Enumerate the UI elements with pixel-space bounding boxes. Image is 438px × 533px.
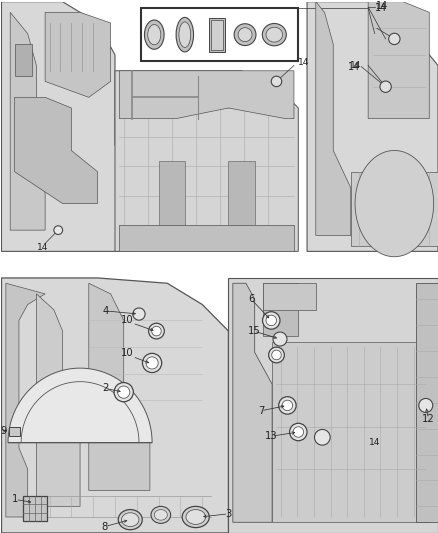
Polygon shape: [351, 172, 438, 246]
Circle shape: [419, 399, 433, 413]
Polygon shape: [159, 161, 185, 225]
Bar: [209, 18, 226, 52]
Polygon shape: [1, 2, 132, 252]
Text: 9: 9: [0, 426, 7, 436]
Polygon shape: [307, 2, 438, 252]
Polygon shape: [233, 283, 272, 522]
Polygon shape: [229, 278, 438, 533]
Ellipse shape: [154, 510, 167, 520]
Text: 14: 14: [298, 58, 310, 67]
Bar: [141, 8, 298, 61]
Ellipse shape: [266, 27, 283, 42]
Text: 14: 14: [369, 438, 380, 447]
Text: 2: 2: [102, 383, 109, 393]
Ellipse shape: [145, 20, 164, 49]
Text: 3: 3: [225, 509, 232, 519]
Bar: [9, 427, 20, 436]
Text: 14: 14: [376, 1, 388, 11]
Ellipse shape: [179, 22, 191, 47]
Bar: [211, 20, 223, 50]
Ellipse shape: [121, 513, 139, 527]
Text: 12: 12: [422, 414, 435, 424]
Text: 6: 6: [248, 294, 254, 304]
Text: 10: 10: [121, 316, 134, 326]
Circle shape: [266, 315, 276, 326]
Polygon shape: [119, 225, 294, 252]
Polygon shape: [416, 283, 438, 522]
Text: 14: 14: [350, 61, 362, 70]
Polygon shape: [1, 278, 229, 533]
Circle shape: [293, 427, 304, 437]
Polygon shape: [316, 2, 351, 236]
Text: 1: 1: [12, 495, 19, 504]
Circle shape: [146, 357, 158, 369]
Polygon shape: [115, 71, 298, 252]
Polygon shape: [45, 12, 111, 98]
Text: 14: 14: [374, 3, 387, 13]
Polygon shape: [263, 283, 316, 310]
Circle shape: [262, 312, 280, 329]
Circle shape: [238, 28, 252, 42]
Circle shape: [133, 308, 145, 320]
Polygon shape: [10, 12, 45, 230]
Circle shape: [272, 350, 281, 360]
Text: 14: 14: [37, 243, 49, 252]
Ellipse shape: [151, 506, 171, 523]
Polygon shape: [14, 98, 98, 204]
Circle shape: [152, 326, 161, 336]
Circle shape: [271, 76, 282, 87]
Ellipse shape: [118, 510, 142, 530]
Circle shape: [314, 430, 330, 445]
Text: 4: 4: [102, 306, 109, 316]
Circle shape: [114, 383, 133, 402]
Polygon shape: [272, 342, 429, 522]
Ellipse shape: [148, 25, 161, 45]
Text: 7: 7: [258, 406, 265, 416]
Text: 10: 10: [121, 349, 134, 358]
Ellipse shape: [355, 150, 434, 257]
Polygon shape: [89, 283, 150, 490]
Text: 14: 14: [348, 61, 360, 71]
Polygon shape: [368, 2, 429, 118]
Circle shape: [389, 33, 400, 45]
Circle shape: [117, 386, 130, 398]
Circle shape: [54, 226, 63, 235]
Bar: [23, 496, 47, 521]
Circle shape: [142, 353, 162, 373]
Polygon shape: [229, 161, 254, 225]
Text: 8: 8: [102, 522, 108, 531]
Polygon shape: [8, 368, 152, 442]
Circle shape: [290, 423, 307, 441]
Bar: [14, 44, 32, 76]
Circle shape: [273, 332, 287, 346]
Text: 15: 15: [247, 326, 260, 336]
Polygon shape: [263, 283, 298, 336]
Ellipse shape: [176, 18, 194, 52]
Ellipse shape: [262, 23, 286, 46]
Circle shape: [268, 347, 284, 363]
Ellipse shape: [182, 506, 209, 528]
Circle shape: [148, 323, 164, 339]
Circle shape: [234, 24, 256, 45]
Polygon shape: [36, 294, 80, 506]
Polygon shape: [6, 283, 45, 517]
Circle shape: [380, 81, 391, 92]
Circle shape: [282, 400, 293, 410]
Text: 13: 13: [265, 431, 278, 441]
Polygon shape: [119, 71, 294, 118]
Circle shape: [279, 397, 296, 414]
Ellipse shape: [186, 510, 205, 524]
